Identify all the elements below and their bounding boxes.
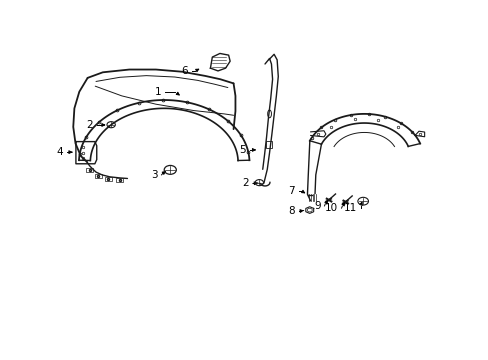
- Text: 6: 6: [181, 67, 188, 76]
- Text: 3: 3: [151, 170, 158, 180]
- Bar: [116, 179, 123, 182]
- Text: 2: 2: [86, 120, 93, 130]
- Text: 11: 11: [343, 203, 356, 213]
- Bar: [265, 141, 272, 148]
- Text: 1: 1: [155, 87, 161, 97]
- Text: 10: 10: [324, 203, 337, 213]
- Bar: [86, 168, 93, 172]
- Bar: [95, 174, 102, 177]
- Text: 7: 7: [288, 186, 294, 196]
- Bar: [105, 177, 112, 181]
- Text: 4: 4: [56, 147, 63, 157]
- Text: 8: 8: [288, 206, 294, 216]
- Text: 9: 9: [313, 201, 320, 211]
- Text: 5: 5: [239, 145, 245, 155]
- Text: 2: 2: [242, 178, 248, 188]
